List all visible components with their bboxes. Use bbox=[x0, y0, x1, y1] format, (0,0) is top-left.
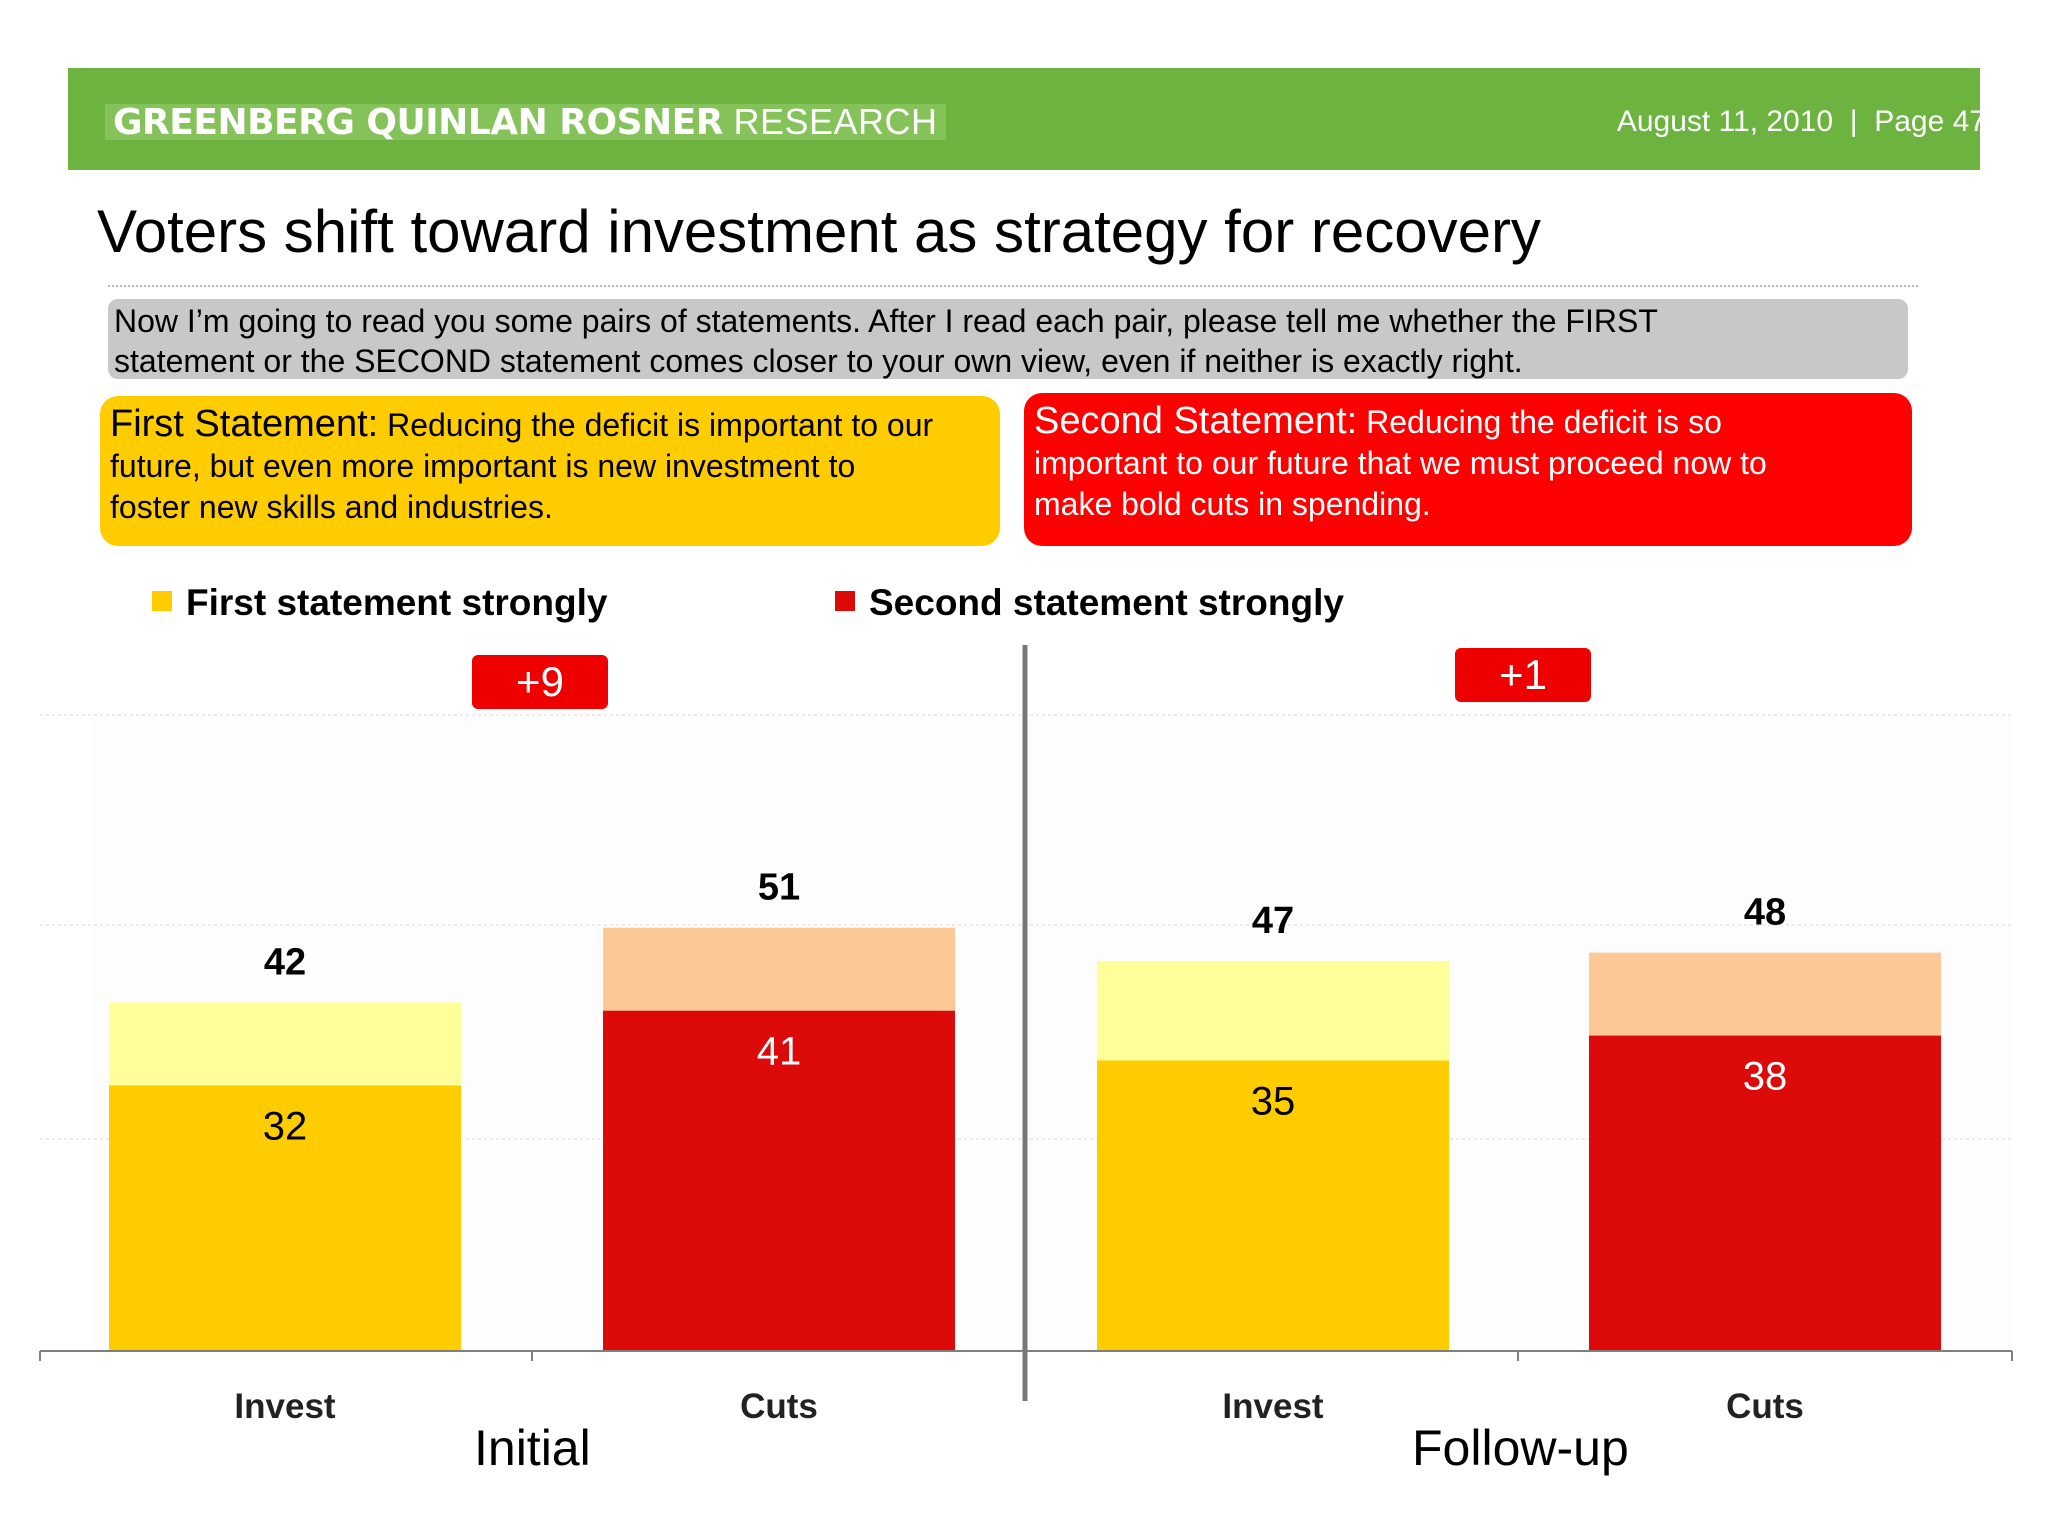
second-statement-line-2: important to our future that we must pro… bbox=[1034, 445, 1767, 481]
first-statement-box: First Statement: Reducing the deficit is… bbox=[100, 396, 1000, 546]
first-statement-lead: First Statement: bbox=[110, 403, 379, 445]
margin-badge-label: +1 bbox=[1499, 651, 1547, 698]
title-divider bbox=[108, 285, 1918, 287]
header-bar: GREENBERG QUINLAN ROSNER RESEARCH August… bbox=[68, 68, 1986, 170]
data-label-total: 51 bbox=[758, 867, 800, 909]
page-title: Voters shift toward investment as strate… bbox=[97, 198, 1541, 265]
brand-bold-text: GREENBERG QUINLAN ROSNER bbox=[113, 102, 723, 143]
bar-initial-invest-total-segment bbox=[109, 1002, 461, 1086]
legend-second-label: Second statement strongly bbox=[869, 582, 1344, 623]
x-tick-label: Cuts bbox=[740, 1387, 818, 1426]
margin-badge-label: +9 bbox=[516, 658, 564, 705]
bar-follow-up-invest-total-segment bbox=[1097, 960, 1449, 1061]
bar-chart: 42 32 Invest 51 41 Cuts +9 47 35 Invest 48 38 Cuts +1 bbox=[39, 645, 2013, 1426]
question-line-1: Now I’m going to read you some pairs of … bbox=[114, 303, 1658, 339]
x-tick-label: Invest bbox=[234, 1387, 335, 1426]
data-label-total: 48 bbox=[1744, 892, 1786, 934]
legend-first-swatch bbox=[152, 591, 172, 611]
bar-follow-up-cuts-total-segment bbox=[1589, 952, 1941, 1036]
legend-first-label: First statement strongly bbox=[186, 582, 608, 623]
data-label-total: 47 bbox=[1252, 900, 1294, 942]
legend-first: First statement strongly bbox=[152, 583, 607, 623]
second-statement-lead: Second Statement: bbox=[1034, 400, 1358, 442]
brand-logo: GREENBERG QUINLAN ROSNER RESEARCH bbox=[105, 101, 946, 143]
group-label-initial: Initial bbox=[474, 1420, 591, 1476]
question-line-2: statement or the SECOND statement comes … bbox=[114, 343, 1523, 379]
second-statement-text-1: Reducing the deficit is so bbox=[1366, 404, 1722, 440]
brand-light-text: RESEARCH bbox=[733, 101, 938, 142]
margin-badge bbox=[472, 655, 608, 709]
second-statement-line-3: make bold cuts in spending. bbox=[1034, 486, 1431, 522]
question-box: Now I’m going to read you some pairs of … bbox=[108, 299, 1908, 379]
margin-badge bbox=[1455, 648, 1591, 702]
bar-initial-cuts-total-segment bbox=[603, 927, 955, 1011]
data-label-strongly: 38 bbox=[1743, 1055, 1788, 1099]
data-label-strongly: 35 bbox=[1251, 1080, 1296, 1124]
x-tick-label: Invest bbox=[1222, 1387, 1323, 1426]
group-label-follow-up: Follow-up bbox=[1412, 1420, 1629, 1476]
legend-second-swatch bbox=[835, 591, 855, 611]
second-statement-line-1: Second Statement: Reducing the deficit i… bbox=[1034, 401, 1902, 443]
data-label-total: 42 bbox=[264, 941, 306, 983]
data-label-strongly: 32 bbox=[263, 1104, 308, 1148]
header-date-page: August 11, 2010 | Page 47 bbox=[1616, 105, 1986, 138]
bar-initial-cuts-strongly-segment bbox=[603, 1010, 955, 1351]
bar-follow-up-cuts-strongly-segment bbox=[1589, 1035, 1941, 1351]
x-tick-label: Cuts bbox=[1726, 1387, 1804, 1426]
bar-follow-up-invest-strongly-segment bbox=[1097, 1060, 1449, 1351]
first-statement-line-2: future, but even more important is new i… bbox=[110, 448, 856, 484]
legend-second: Second statement strongly bbox=[835, 583, 1344, 623]
first-statement-text-1: Reducing the deficit is important to our bbox=[387, 407, 934, 443]
second-statement-box: Second Statement: Reducing the deficit i… bbox=[1024, 393, 1912, 546]
data-label-strongly: 41 bbox=[757, 1030, 802, 1074]
first-statement-line-1: First Statement: Reducing the deficit is… bbox=[110, 404, 990, 446]
bar-initial-invest-strongly-segment bbox=[109, 1085, 461, 1351]
first-statement-line-3: foster new skills and industries. bbox=[110, 489, 553, 525]
